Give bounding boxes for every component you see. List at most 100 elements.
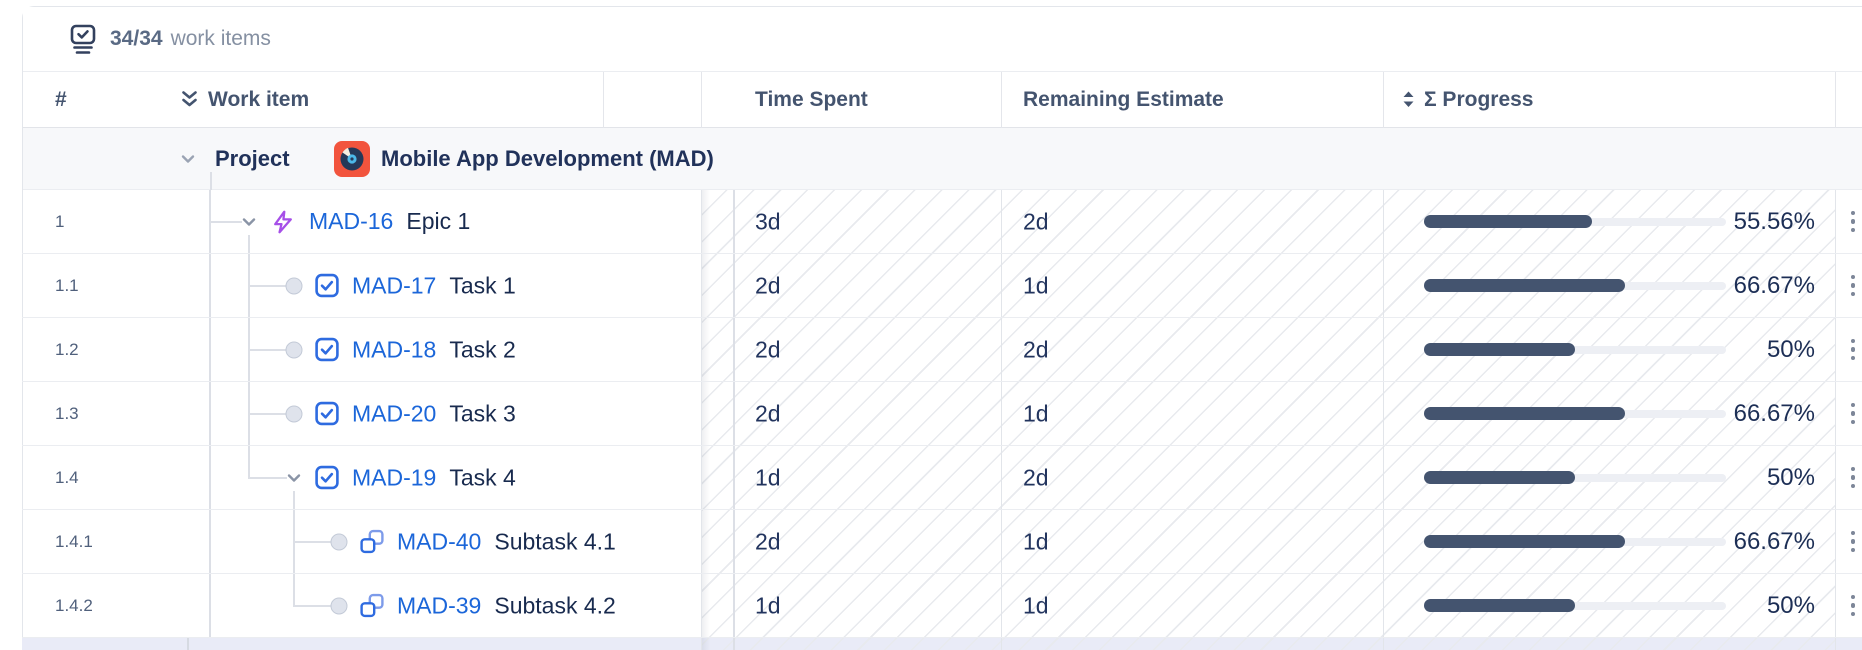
tree-guide [209, 446, 211, 509]
leaf-dot-icon [285, 341, 303, 358]
column-header-work-item-label: Work item [208, 87, 310, 111]
time-spent-value[interactable]: 2d [755, 400, 781, 426]
time-spent-value[interactable]: 1d [755, 592, 781, 618]
remaining-estimate-value[interactable]: 1d [1023, 592, 1049, 618]
progress-percentage: 50% [1766, 591, 1815, 619]
project-avatar-record [334, 140, 370, 177]
tree-connector [293, 540, 332, 543]
subtask-icon [360, 593, 384, 618]
progress-percentage: 50% [1766, 335, 1815, 363]
remaining-estimate-value[interactable]: 1d [1023, 400, 1049, 426]
kebab-menu-icon[interactable] [1840, 397, 1862, 431]
column-header-time-spent[interactable]: Time Spent [755, 87, 868, 111]
project-group-row: Project Mobile App Development (MAD) [23, 128, 1862, 190]
column-header-progress-label: Σ Progress [1424, 87, 1534, 111]
tree-node [285, 341, 303, 358]
time-spent-value[interactable]: 2d [755, 272, 781, 298]
progress-bar-track [1424, 535, 1726, 548]
column-header-progress[interactable]: Σ Progress [1402, 88, 1533, 112]
tree-connector [209, 220, 242, 223]
time-spent-value[interactable]: 3d [755, 208, 781, 234]
tree-guide [209, 318, 211, 381]
progress-bar-track [1424, 407, 1726, 420]
progress-bar-fill [1424, 599, 1575, 612]
work-items-stack-icon [69, 24, 97, 55]
table-body: 1 MAD-16 Epic 1 3d 2d 55.56% 1.1 [0, 190, 1862, 650]
tree-guide [210, 172, 212, 190]
kebab-menu-icon[interactable] [1840, 333, 1862, 367]
tree-guide [293, 574, 295, 606]
task-icon [315, 465, 339, 490]
topbar: 34/34 work items [23, 7, 1862, 72]
header-divider [1835, 72, 1836, 128]
header-divider [603, 72, 604, 128]
remaining-estimate-value[interactable]: 2d [1023, 336, 1049, 362]
double-chevron-down-icon[interactable] [180, 89, 199, 110]
row-number: 1.2 [55, 339, 79, 359]
sort-icon[interactable] [1402, 90, 1415, 109]
column-divider [1001, 190, 1002, 650]
remaining-estimate-value[interactable]: 1d [1023, 272, 1049, 298]
time-spent-value[interactable]: 2d [755, 336, 781, 362]
column-divider [733, 190, 735, 650]
kebab-menu-icon[interactable] [1840, 589, 1862, 623]
work-item-summary: Task 1 [449, 272, 516, 298]
work-item-summary: Subtask 4.2 [494, 592, 616, 618]
kebab-menu-icon[interactable] [1840, 461, 1862, 495]
progress-bar-fill [1424, 279, 1625, 292]
column-header-remaining-estimate[interactable]: Remaining Estimate [1023, 87, 1224, 111]
work-item-key-link[interactable]: MAD-40 [397, 528, 482, 554]
work-item-summary: Epic 1 [406, 208, 471, 234]
work-item-summary: Task 4 [449, 464, 516, 490]
chevron-down-icon[interactable] [178, 150, 198, 168]
column-header-work-item[interactable]: Work item [180, 88, 309, 112]
work-item-key-link[interactable]: MAD-18 [352, 336, 437, 362]
work-item-key-link[interactable]: MAD-20 [352, 400, 437, 426]
tree-guide [248, 234, 250, 253]
table-row: 1 MAD-16 Epic 1 3d 2d 55.56% [22, 190, 1862, 254]
chevron-down-icon [242, 217, 256, 226]
progress-bar-fill [1424, 471, 1575, 484]
header-divider [701, 72, 702, 128]
row-number: 1.3 [55, 403, 79, 423]
progress-bar-track [1424, 471, 1726, 484]
progress-bar-track [1424, 215, 1726, 228]
pinned-column-shadow [702, 190, 710, 650]
table-row: 1.1 MAD-17 Task 1 2d 1d 66.67% [22, 254, 1862, 318]
time-spent-value[interactable]: 2d [755, 528, 781, 554]
header-divider [1383, 72, 1384, 128]
time-spent-value[interactable]: 1d [755, 464, 781, 490]
remaining-estimate-value[interactable]: 2d [1023, 208, 1049, 234]
work-item-key-link[interactable]: MAD-16 [309, 208, 394, 234]
leaf-dot-icon [285, 277, 303, 294]
kebab-menu-icon[interactable] [1840, 205, 1862, 239]
kebab-menu-icon[interactable] [1840, 269, 1862, 303]
work-item-key-link[interactable]: MAD-19 [352, 464, 437, 490]
pinned-column-edge [701, 190, 702, 650]
tree-guide [248, 446, 250, 478]
chevron-down-icon [287, 473, 301, 482]
work-item-summary: Task 2 [449, 336, 516, 362]
progress-percentage: 55.56% [1733, 207, 1815, 235]
remaining-estimate-value[interactable]: 1d [1023, 528, 1049, 554]
tree-node[interactable] [239, 213, 259, 231]
work-item-key-link[interactable]: MAD-39 [397, 592, 482, 618]
progress-bar-track [1424, 599, 1726, 612]
work-items-label: work items [170, 27, 271, 50]
tree-node[interactable] [284, 469, 304, 487]
progress-bar-fill [1424, 535, 1625, 548]
column-header-number: # [55, 87, 67, 111]
work-item-summary: Task 3 [449, 400, 516, 426]
row-number: 1.4 [55, 467, 79, 487]
tree-guide [187, 638, 189, 650]
work-item-key-link[interactable]: MAD-17 [352, 272, 437, 298]
project-name: Mobile App Development (MAD) [381, 145, 714, 171]
task-icon [315, 337, 339, 362]
remaining-estimate-value[interactable]: 2d [1023, 464, 1049, 490]
progress-percentage: 66.67% [1733, 527, 1815, 555]
kebab-menu-icon[interactable] [1840, 525, 1862, 559]
tree-connector [248, 284, 287, 287]
progress-bar-fill [1424, 215, 1592, 228]
tree-node [285, 277, 303, 294]
table-row: 1.2 MAD-18 Task 2 2d 2d 50% [22, 318, 1862, 382]
